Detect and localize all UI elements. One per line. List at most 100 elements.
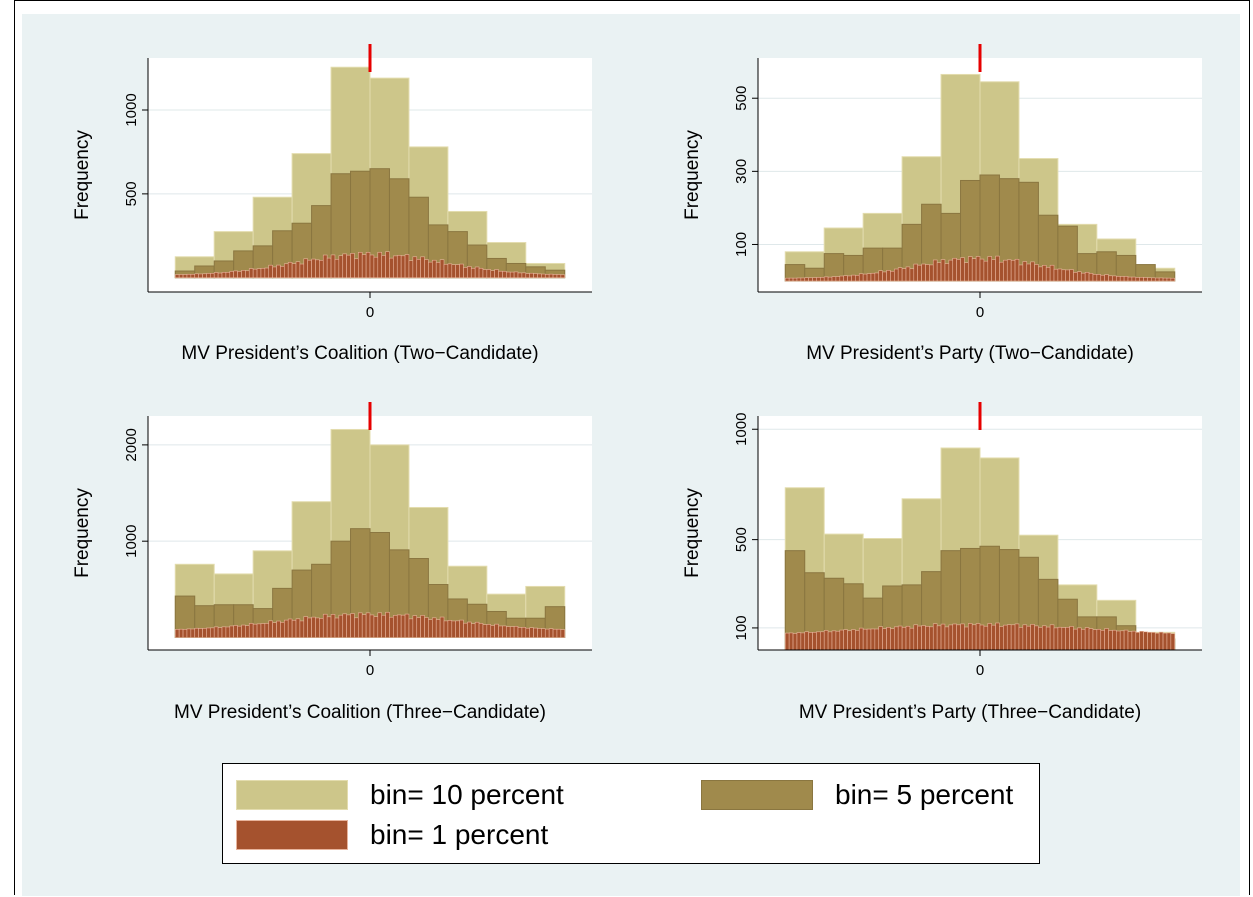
bin1-bar-34 — [917, 264, 922, 282]
bin1-bar-92 — [533, 627, 538, 638]
bin1-bar-61 — [1022, 261, 1028, 282]
bin1-bar-0 — [174, 629, 180, 638]
legend-swatch-bin10 — [236, 780, 348, 810]
bin1-bar-82 — [1104, 274, 1109, 282]
bin1-bar-5 — [194, 627, 199, 638]
bin1-bar-60 — [408, 618, 414, 638]
bin1-bar-51 — [373, 616, 379, 638]
bin1-bar-68 — [1049, 264, 1055, 282]
bin1-bar-60 — [1018, 264, 1024, 282]
bin1-bar-31 — [905, 266, 911, 282]
bin1-bar-69 — [1053, 268, 1059, 282]
bin1-bar-98 — [1166, 632, 1172, 651]
bin1-bar-39 — [936, 262, 942, 282]
bin1-bar-49 — [975, 256, 981, 282]
bin1-bar-42 — [948, 624, 954, 651]
bin1-bar-71 — [1061, 627, 1066, 651]
bin1-bar-10 — [823, 276, 829, 282]
bin1-bar-26 — [886, 626, 891, 651]
bin1-bar-33 — [913, 624, 918, 651]
bin1-bar-54 — [385, 611, 390, 638]
bin1-bar-13 — [835, 276, 841, 282]
bin1-bar-93 — [1147, 277, 1152, 282]
bin1-bar-39 — [326, 257, 332, 279]
bin1-bar-98 — [1166, 277, 1172, 282]
bin1-bar-90 — [1135, 277, 1140, 282]
bin1-bar-80 — [1096, 274, 1102, 282]
bin1-bar-11 — [217, 627, 223, 638]
bin1-bar-66 — [1042, 625, 1047, 651]
bin1-bar-72 — [1065, 627, 1070, 651]
bin1-bar-40 — [330, 614, 336, 638]
bin1-bar-70 — [1057, 626, 1063, 651]
bin1-bar-96 — [548, 628, 554, 638]
y-tick-label-1: 2000 — [123, 428, 140, 461]
bin1-bar-92 — [533, 273, 538, 279]
bin1-bar-70 — [447, 263, 453, 279]
bin1-bar-80 — [1096, 628, 1102, 651]
bin1-bar-29 — [287, 262, 293, 279]
bin1-bar-64 — [1034, 625, 1039, 651]
bin1-bar-71 — [1061, 269, 1066, 282]
bin1-bar-23 — [264, 267, 270, 279]
bin1-bar-15 — [233, 625, 238, 638]
bin1-bar-50 — [979, 624, 985, 651]
bin1-bar-55 — [999, 626, 1004, 651]
bin1-bar-90 — [1135, 632, 1140, 651]
bin1-bar-6 — [198, 628, 203, 638]
bin1-bar-23 — [874, 628, 880, 651]
bin1-bar-72 — [455, 264, 460, 279]
bin1-bar-53 — [991, 624, 996, 651]
bin1-bar-63 — [1030, 261, 1035, 282]
bin1-bar-96 — [1158, 631, 1164, 651]
bin1-bar-58 — [1010, 259, 1016, 282]
bin1-bar-66 — [432, 617, 437, 638]
bin1-bar-37 — [319, 260, 324, 279]
x-axis-title: MV President’s Party (Three−Candidate) — [799, 702, 1141, 723]
bin1-bar-57 — [1006, 624, 1012, 651]
bin1-bar-52 — [987, 623, 992, 651]
bin1-bar-67 — [435, 619, 441, 638]
bin1-bar-54 — [385, 251, 390, 279]
bin1-bar-0 — [784, 277, 790, 282]
bin1-bar-96 — [1158, 277, 1164, 282]
bin1-bar-71 — [451, 620, 456, 638]
bin1-bar-89 — [521, 272, 527, 279]
bin1-bar-14 — [229, 625, 234, 638]
y-tick-label-0: 100 — [733, 615, 750, 640]
bin1-bar-18 — [245, 625, 250, 638]
bin1-bar-6 — [808, 277, 813, 282]
bin1-bar-47 — [358, 612, 363, 638]
bin1-bar-60 — [408, 260, 414, 279]
y-tick-label-0: 100 — [733, 232, 750, 257]
bin1-bar-21 — [866, 628, 872, 651]
bin1-bar-3 — [186, 628, 192, 638]
bin1-bar-70 — [447, 620, 453, 638]
bin1-bar-12 — [831, 276, 837, 282]
bin1-bar-91 — [529, 272, 534, 279]
histogram-panel-party-three-candidate: 100 500 1000 0 Frequency MV President’s Party… — [682, 402, 1202, 723]
bin1-bar-88 — [517, 272, 523, 279]
bin1-bar-39 — [326, 616, 332, 638]
bin1-bar-32 — [299, 263, 305, 279]
bin1-bar-86 — [509, 271, 515, 279]
bin1-bar-4 — [800, 277, 806, 282]
bin1-bar-17 — [851, 629, 856, 651]
bin1-bar-29 — [897, 267, 903, 282]
bin1-bar-6 — [808, 632, 813, 651]
bin1-bar-18 — [245, 270, 250, 279]
bin1-bar-41 — [334, 259, 340, 279]
bin1-bar-15 — [233, 270, 238, 279]
bin1-bar-17 — [851, 274, 856, 282]
bin1-bar-45 — [960, 623, 965, 651]
bin1-bar-32 — [909, 627, 915, 651]
bin1-bar-83 — [1108, 275, 1113, 282]
bin1-bar-45 — [350, 613, 355, 638]
bin1-bar-36 — [315, 617, 320, 638]
bin1-bar-67 — [435, 262, 441, 279]
bin1-bar-18 — [855, 630, 860, 651]
legend-item-bin10: bin= 10 percent — [236, 779, 564, 811]
bin1-bar-13 — [225, 272, 231, 279]
bin1-bar-72 — [455, 620, 460, 638]
legend: bin= 10 percent bin= 5 percent bin= 1 pe… — [222, 763, 1040, 864]
